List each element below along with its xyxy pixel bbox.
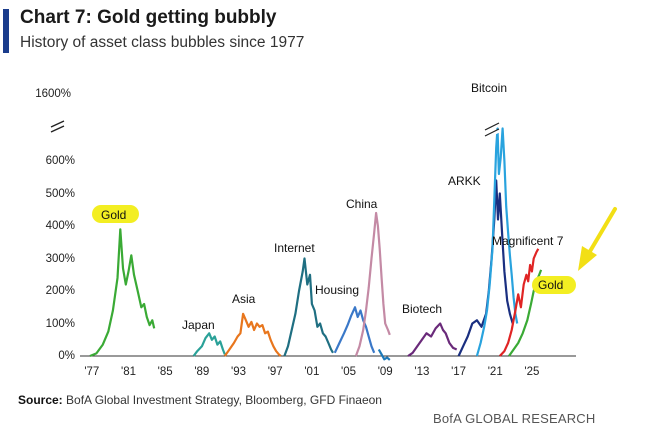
bitcoin-break-mark-outline [484, 122, 500, 137]
series-layer [89, 127, 543, 361]
annotation-gold-current: Gold [538, 278, 563, 292]
y-tick-label: 600% [46, 155, 75, 167]
x-tick-label: '09 [378, 366, 393, 378]
brand-footer: BofA GLOBAL RESEARCH [433, 411, 596, 426]
y-tick-label: 100% [46, 318, 75, 330]
series-line-arkk [457, 179, 514, 357]
y-tick-label: 400% [46, 220, 75, 232]
annotation-housing: Housing [315, 283, 359, 297]
x-tick-label: '81 [121, 366, 136, 378]
annotation-arkk: ARKK [448, 174, 481, 188]
annotation-gold-1980: Gold [101, 208, 126, 222]
annotation-china: China [346, 197, 378, 211]
x-tick-label: '25 [524, 366, 539, 378]
y-axis-break-mark [50, 120, 65, 133]
gold-highlight-right [532, 276, 576, 294]
annotation-asia: Asia [232, 292, 256, 306]
annotation-magnificent-7: Magnificent 7 [492, 234, 564, 248]
gold-highlight-left [92, 205, 139, 223]
y-tick-label: 300% [46, 253, 75, 265]
annotation-biotech: Biotech [402, 302, 442, 316]
x-tick-label: '85 [158, 366, 173, 378]
x-tick-label: '89 [194, 366, 209, 378]
annotation-japan: Japan [182, 318, 215, 332]
x-tick-label: '01 [304, 366, 319, 378]
source-note: Source: BofA Global Investment Strategy,… [18, 393, 382, 407]
x-axis-ticks: '77 '81 '85 '89 '93 '97 '01 '05 '09 '13 '17 '21 '25 [84, 366, 539, 378]
series-line-china-crash [377, 348, 391, 361]
series-line-internet [283, 257, 334, 357]
x-tick-label: '21 [488, 366, 503, 378]
annotation-bitcoin: Bitcoin [471, 81, 507, 95]
chart-title: Chart 7: Gold getting bubbly [20, 7, 277, 28]
series-line-magnificent-7 [498, 248, 540, 357]
highlight-arrow [578, 207, 617, 271]
series-line-bitcoin [475, 127, 519, 357]
series-line-gold [89, 228, 156, 358]
y-tick-label: 1600% [35, 88, 71, 100]
series-line-housing [333, 306, 376, 354]
x-tick-label: '77 [84, 366, 99, 378]
series-line-china [354, 211, 391, 357]
series-line-japan [192, 332, 226, 357]
source-text: BofA Global Investment Strategy, Bloombe… [66, 393, 382, 407]
chart-subtitle: History of asset class bubbles since 197… [20, 34, 305, 51]
y-tick-label: 200% [46, 285, 75, 297]
annotation-internet: Internet [274, 241, 315, 255]
title-accent-bar [3, 9, 9, 53]
x-tick-label: '05 [341, 366, 356, 378]
bitcoin-break-mark [484, 123, 500, 140]
series-line-biotech [407, 322, 458, 357]
x-tick-label: '97 [268, 366, 283, 378]
x-tick-label: '93 [231, 366, 246, 378]
x-tick-label: '17 [451, 366, 466, 378]
y-tick-label: 500% [46, 188, 75, 200]
source-label: Source: [18, 393, 63, 407]
x-tick-label: '13 [414, 366, 429, 378]
y-tick-label: 0% [58, 350, 75, 362]
series-line-asia [223, 312, 282, 357]
